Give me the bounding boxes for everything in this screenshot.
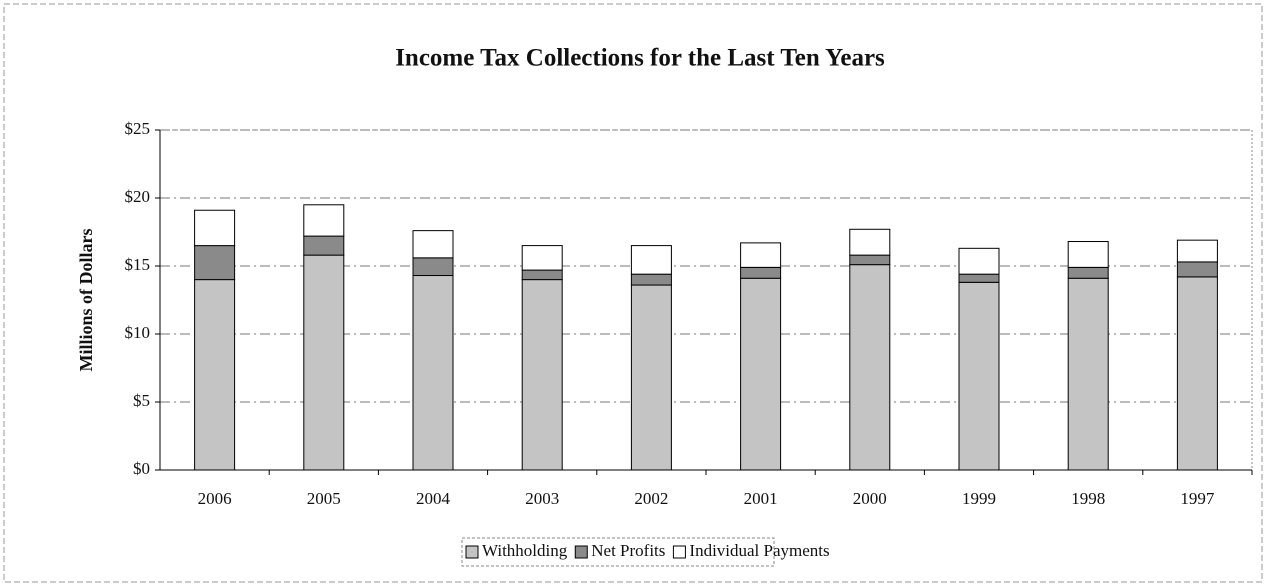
bar-segment [740,277,782,471]
bar-segment [1176,239,1218,263]
bar-segment [958,273,1000,283]
bar-segment [303,204,345,237]
y-tick-label: $25 [125,119,151,138]
bar-segment [521,269,563,281]
x-tick-label: 1998 [1071,489,1105,508]
legend-label: Individual Payments [689,541,829,560]
bar-segment [849,264,891,471]
y-axis-label: Millions of Dollars [76,229,96,372]
bar-segment [303,235,345,256]
legend-swatch [672,545,686,559]
legend-label: Withholding [482,541,568,560]
bar-segment [412,257,454,277]
x-tick-label: 2004 [416,489,451,508]
bar-segment [412,230,454,259]
x-tick-label: 2001 [744,489,778,508]
chart-title: Income Tax Collections for the Last Ten … [395,45,885,72]
legend-label: Net Profits [591,541,665,560]
bar-segment [521,245,563,271]
y-tick-label: $0 [133,459,150,478]
bar-segment [740,266,782,279]
x-tick-label: 2006 [198,489,232,508]
x-tick-label: 2000 [853,489,887,508]
x-tick-label: 2003 [525,489,559,508]
bar-segment [303,254,345,471]
x-tick-label: 1997 [1180,489,1215,508]
legend-box [461,537,775,567]
bar-segment [521,279,563,471]
bar-segment [740,242,782,268]
bar-segment [630,273,672,286]
bar-segment [630,245,672,275]
legend-swatch [574,545,588,559]
y-tick-label: $10 [125,323,151,342]
legend-swatch [465,545,479,559]
bar-segment [958,247,1000,275]
y-tick-label: $20 [125,187,151,206]
x-tick-label: 2005 [307,489,341,508]
bar-segment [849,228,891,256]
bar-segment [958,281,1000,471]
bar-segment [194,279,236,471]
bar-segment [1067,266,1109,279]
bar-segment [1067,241,1109,268]
bar-segment [1176,276,1218,471]
x-tick-label: 2002 [634,489,668,508]
bar-segment [412,275,454,471]
y-tick-label: $15 [125,255,151,274]
bar-segment [1067,277,1109,471]
y-tick-label: $5 [133,391,150,410]
bar-segment [630,284,672,471]
x-tick-label: 1999 [962,489,996,508]
bar-segment [1176,261,1218,278]
bar-segment [194,209,236,247]
bar-segment [194,245,236,281]
bar-segment [849,254,891,266]
